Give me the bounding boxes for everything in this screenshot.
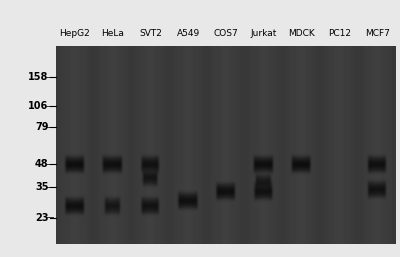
Text: HepG2: HepG2 bbox=[60, 29, 90, 38]
Text: PC12: PC12 bbox=[328, 29, 351, 38]
Text: 106: 106 bbox=[28, 101, 48, 111]
Text: MCF7: MCF7 bbox=[365, 29, 390, 38]
Text: —: — bbox=[46, 213, 54, 222]
Text: 48: 48 bbox=[35, 159, 48, 169]
Text: —: — bbox=[46, 123, 54, 132]
Text: —: — bbox=[46, 183, 54, 192]
Text: HeLa: HeLa bbox=[101, 29, 124, 38]
Text: 158: 158 bbox=[28, 72, 48, 82]
Text: 79: 79 bbox=[35, 122, 48, 132]
Text: SVT2: SVT2 bbox=[139, 29, 162, 38]
Text: —: — bbox=[46, 73, 54, 82]
Text: A549: A549 bbox=[176, 29, 200, 38]
Text: 23: 23 bbox=[35, 213, 48, 223]
Text: —: — bbox=[46, 160, 54, 169]
Text: 35: 35 bbox=[35, 182, 48, 192]
Text: Jurkat: Jurkat bbox=[250, 29, 277, 38]
Text: —: — bbox=[46, 102, 54, 111]
Text: MDCK: MDCK bbox=[288, 29, 315, 38]
Text: COS7: COS7 bbox=[214, 29, 238, 38]
